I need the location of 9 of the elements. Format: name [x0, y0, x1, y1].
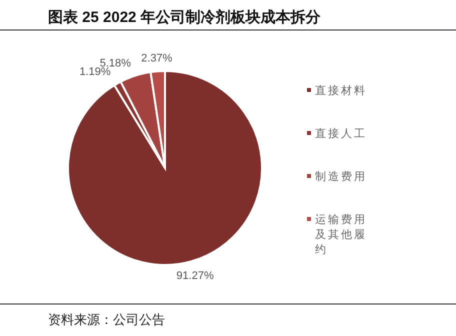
data-label: 1.19%: [79, 66, 111, 78]
legend-label: 直接人工: [315, 127, 367, 140]
legend-label: 运输费用及其他履约: [315, 213, 367, 256]
data-label: 91.27%: [176, 270, 214, 282]
chart-title: 图表 25 2022 年公司制冷剂板块成本拆分: [48, 8, 322, 26]
legend-label: 制造费用: [315, 170, 367, 183]
data-label: 2.37%: [141, 52, 173, 64]
text: 资料来源：公司公告: [48, 312, 165, 327]
legend-label: 直接材料: [315, 84, 367, 97]
